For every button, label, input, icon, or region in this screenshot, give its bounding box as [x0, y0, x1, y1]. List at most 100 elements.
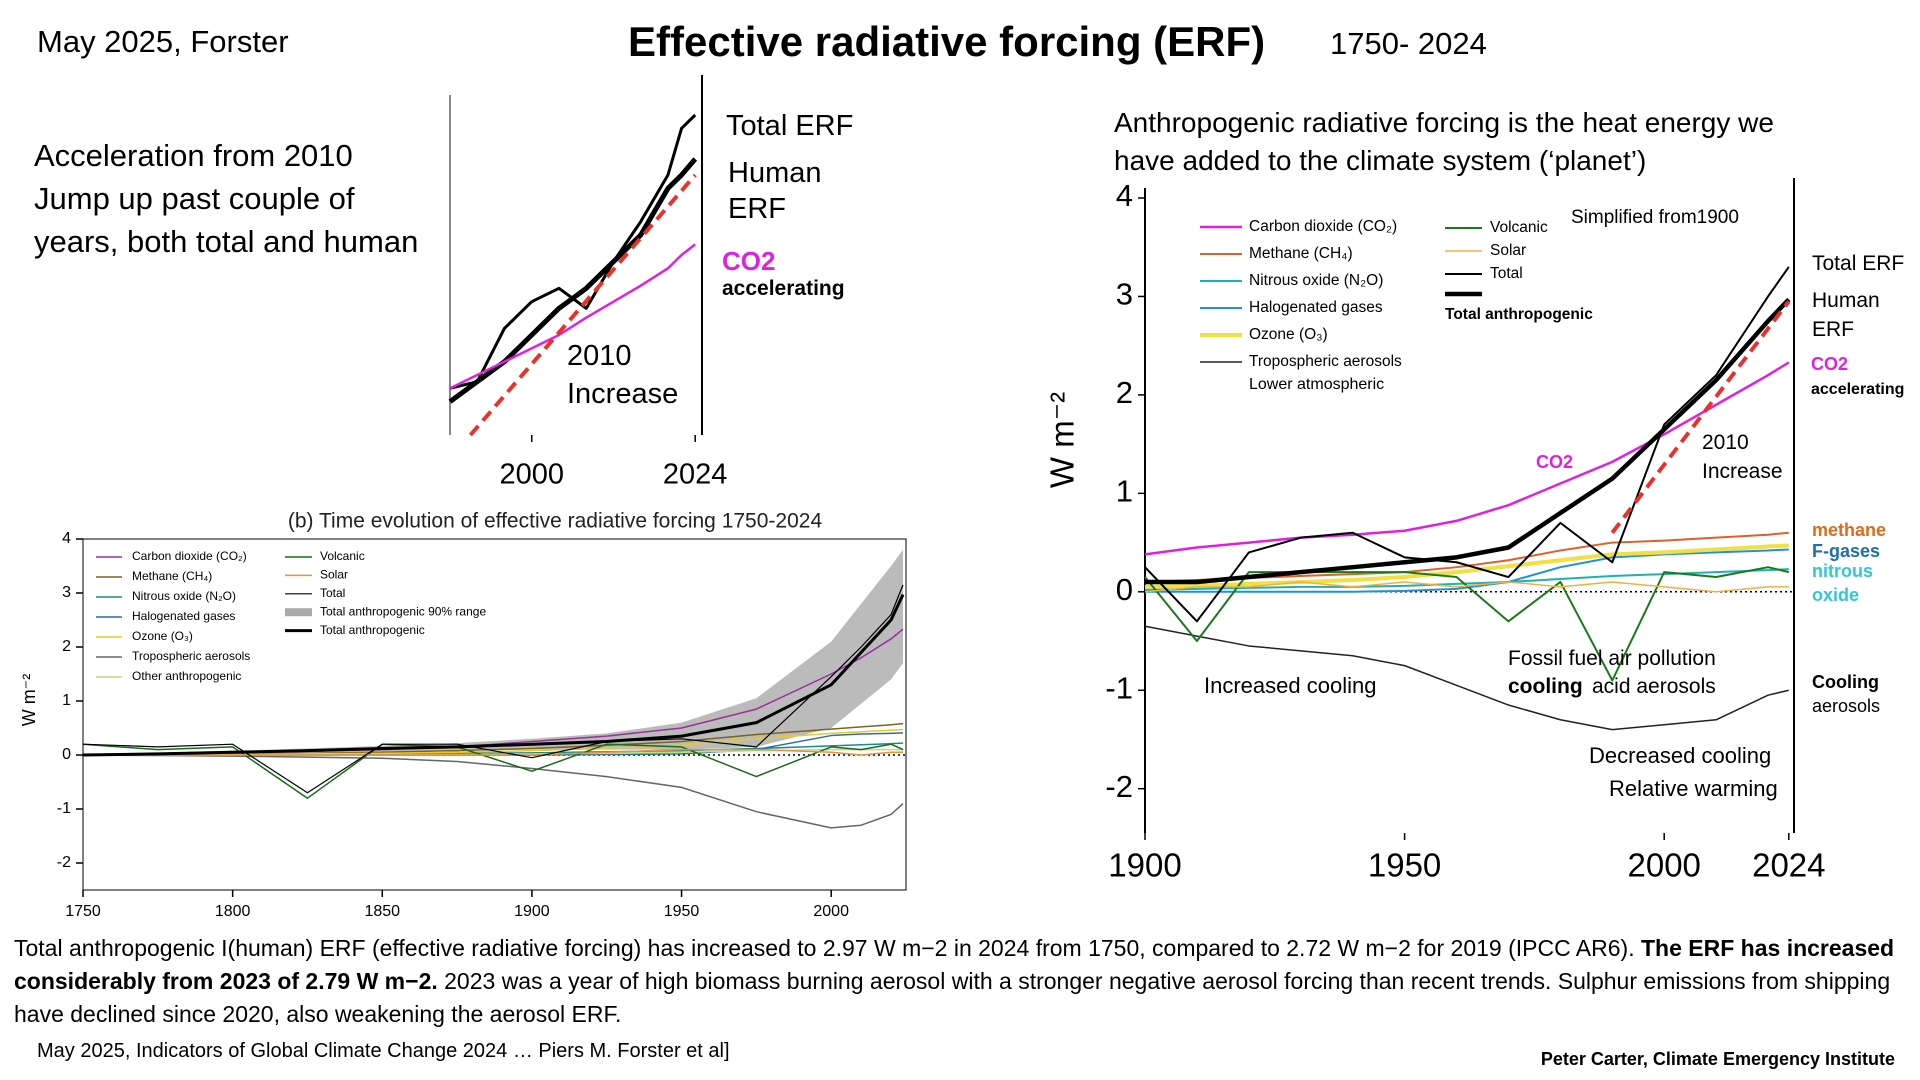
paragraph: Total anthropogenic I(human) ERF (effect…: [14, 932, 1909, 1031]
y-tick-label: 4: [1116, 178, 1133, 213]
legend-label: Ozone (O₃): [132, 629, 193, 643]
annotation: Increased cooling: [1204, 673, 1377, 698]
series-line: [448, 157, 698, 404]
legend-label: Total: [1490, 265, 1523, 282]
legend-label: Nitrous oxide (N₂O): [1249, 272, 1383, 289]
legend-label: Solar: [1490, 242, 1526, 259]
credit: Peter Carter, Climate Emergency Institut…: [1540, 1049, 1895, 1069]
annotation: CO2: [1811, 354, 1849, 374]
series-line: [449, 113, 697, 390]
series-line: [1144, 625, 1789, 731]
series-line: [1144, 266, 1790, 623]
x-tick-label: 2024: [663, 459, 728, 491]
legend-label: Methane (CH₄): [132, 569, 212, 583]
annotation: Lower atmospheric: [1249, 376, 1385, 393]
legend-label: Total: [320, 586, 345, 600]
x-tick-label: 2000: [499, 459, 564, 491]
annotation: Cooling: [1812, 672, 1879, 692]
trend-line: [468, 173, 697, 437]
y-tick-label: 1: [62, 692, 71, 709]
series-line: [83, 748, 904, 756]
series-line: [1144, 361, 1790, 556]
chart-title: Anthropogenic radiative forcing is the h…: [1114, 107, 1774, 176]
series-line: [1144, 581, 1789, 593]
x-tick-label: 1900: [514, 903, 550, 920]
plot-frame: [82, 538, 907, 891]
legend-label: Carbon dioxide (CO₂): [132, 549, 247, 563]
series-line: [82, 593, 905, 757]
legend-label: Volcanic: [320, 549, 365, 563]
annotation: Human ERF: [1812, 289, 1880, 341]
series-label: CO2: [722, 246, 776, 276]
bold-text: The ERF has increased considerably from …: [14, 935, 1895, 994]
x-tick-label: 1950: [1368, 847, 1441, 884]
y-tick-label: 0: [62, 746, 71, 763]
annotation: acid aerosols: [1592, 675, 1716, 698]
text: Total anthropogenic I(human) ERF (effect…: [14, 935, 1635, 961]
annotation: accelerating: [1811, 381, 1905, 398]
trend-label: 2010 Increase: [567, 340, 679, 410]
x-tick-label: 2024: [1752, 847, 1825, 884]
legend-label: Tropospheric aerosols: [132, 649, 250, 663]
x-tick-label: 1750: [65, 903, 101, 920]
legend-label: Total anthropogenic: [320, 623, 425, 637]
annotation: Decreased cooling: [1589, 743, 1772, 768]
annotation: aerosols: [1812, 696, 1881, 716]
period: 1750- 2024: [1330, 26, 1487, 61]
y-tick-label: -1: [57, 800, 71, 817]
series-line: [82, 754, 904, 829]
series-line: [1145, 548, 1789, 593]
annotation: Simplified from1900: [1571, 207, 1739, 228]
legend-label: Methane (CH₄): [1249, 245, 1353, 262]
source: May 2025, Indicators of Global Climate C…: [37, 1040, 730, 1062]
series-line: [1144, 568, 1789, 591]
annotation: cooling: [1508, 675, 1583, 698]
y-tick-label: -2: [1105, 769, 1133, 804]
chart-title: (b) Time evolution of effective radiativ…: [288, 510, 823, 533]
series-label: Total ERF: [726, 110, 854, 142]
legend-label: Carbon dioxide (CO₂): [1249, 218, 1397, 235]
y-tick-label: 2: [62, 638, 71, 655]
annotation: nitrous oxide: [1812, 561, 1873, 605]
legend-label: Tropospheric aerosols: [1249, 353, 1402, 370]
y-tick-label: 1: [1116, 474, 1133, 509]
annotation: accelerating: [722, 277, 845, 300]
annotation: methane: [1812, 520, 1887, 540]
text: 2023 was a year of high biomass burning …: [14, 968, 1891, 1027]
y-tick-label: 3: [1116, 277, 1133, 312]
series-line: [1145, 297, 1791, 585]
x-tick-label: 2000: [813, 903, 849, 920]
annotation: Total ERF: [1812, 252, 1905, 275]
x-tick-label: 2000: [1627, 847, 1700, 884]
title: Effective radiative forcing (ERF): [628, 18, 1266, 65]
y-tick-label: 2: [1116, 375, 1133, 410]
legend-label: Total anthropogenic: [1445, 306, 1593, 323]
trend-label: 2010 Increase: [1702, 431, 1783, 483]
series-line: [1144, 566, 1790, 682]
legend-label: Other anthropogenic: [132, 669, 241, 683]
trend-line: [1610, 300, 1791, 534]
y-axis-label: W m⁻²: [1044, 392, 1081, 488]
series-label: Human ERF: [728, 157, 822, 225]
annotation: CO2: [1536, 452, 1574, 472]
y-tick-label: -1: [1105, 670, 1133, 705]
series-line: [449, 243, 696, 390]
y-axis-label: W m⁻²: [19, 674, 39, 726]
annotation: F-gases: [1812, 541, 1881, 561]
legend-label: Ozone (O₃): [1249, 326, 1328, 343]
date: May 2025, Forster: [37, 24, 289, 59]
x-tick-label: 1800: [215, 903, 251, 920]
legend-label: Halogenated gases: [132, 609, 235, 623]
y-tick-label: -2: [57, 854, 71, 871]
annotation: Fossil fuel air pollution: [1508, 647, 1716, 670]
y-tick-label: 4: [62, 530, 71, 547]
annotation: Relative warming: [1609, 776, 1778, 801]
legend-label: Volcanic: [1490, 219, 1548, 236]
x-tick-label: 1900: [1108, 847, 1181, 884]
y-tick-label: 0: [1116, 572, 1133, 607]
x-tick-label: 1950: [664, 903, 700, 920]
legend-label: Halogenated gases: [1249, 299, 1383, 316]
y-tick-label: 3: [62, 584, 71, 601]
